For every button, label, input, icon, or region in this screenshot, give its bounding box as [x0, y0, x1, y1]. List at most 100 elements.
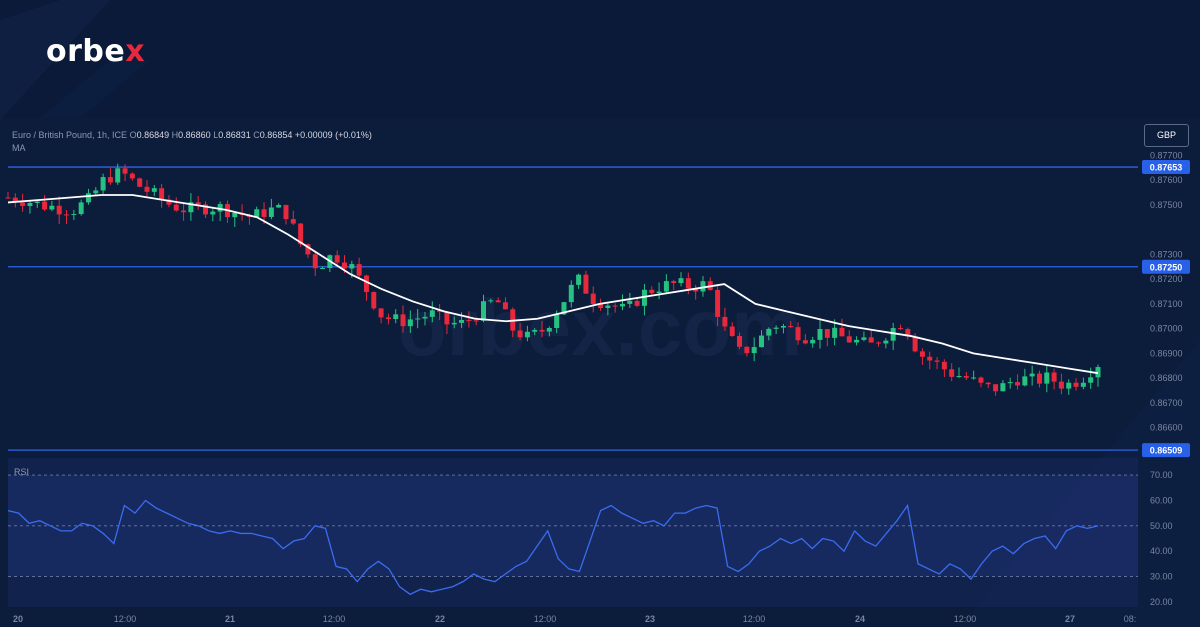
time-tick-label-6: 23: [645, 614, 655, 624]
candle-body: [1015, 382, 1021, 386]
candle-body: [1073, 382, 1079, 387]
candle-body: [363, 275, 369, 293]
candle-body: [978, 377, 984, 383]
ma-indicator-label[interactable]: MA: [12, 143, 26, 153]
candle-body: [897, 328, 903, 330]
candle-body: [320, 268, 326, 270]
candle-body: [122, 168, 128, 174]
level-badge-2: [1142, 443, 1190, 458]
candle-body: [598, 303, 604, 309]
candle-body: [590, 293, 596, 304]
candle-body: [934, 360, 940, 362]
candle-body: [619, 303, 625, 307]
candle-body: [612, 305, 618, 307]
time-tick-label-3: 12:00: [323, 614, 346, 624]
candle-body: [488, 300, 494, 302]
candle-body: [993, 384, 999, 392]
candle-body: [378, 308, 384, 318]
time-tick-label-0: 20: [13, 614, 23, 624]
logo-x-mark: x: [125, 34, 146, 69]
candle-body: [971, 377, 977, 379]
candle-body: [203, 204, 209, 215]
price-tick-label-1: 0.87600: [1150, 175, 1183, 185]
candle-body: [49, 205, 55, 210]
low-value: 0.86831: [218, 130, 251, 140]
candle-body: [1044, 372, 1050, 384]
rsi-tick-label-0: 70.00: [1150, 470, 1173, 480]
level-badge-label-1: 0.87250: [1150, 262, 1183, 272]
candle-body: [876, 342, 882, 344]
candle-body: [137, 178, 143, 187]
time-tick-label-2: 21: [225, 614, 235, 624]
candle-body: [188, 202, 194, 213]
level-badge-0: [1142, 160, 1190, 175]
candle-body: [524, 331, 530, 338]
price-tick-label-5: 0.87100: [1150, 299, 1183, 309]
candle-body: [956, 376, 962, 378]
price-tick-label-6: 0.87000: [1150, 324, 1183, 334]
candle-body: [437, 310, 443, 312]
candle-body: [129, 173, 135, 179]
candle-body: [254, 209, 260, 217]
candle-body: [495, 300, 501, 303]
instrument-label: Euro / British Pound, 1h, ICE: [12, 130, 128, 140]
candle-body: [217, 204, 223, 212]
candle-body: [415, 318, 421, 320]
candle-body: [1000, 383, 1006, 392]
candle-body: [890, 328, 896, 341]
candle-body: [400, 314, 406, 327]
candle-body: [173, 204, 179, 211]
candle-body: [166, 199, 172, 205]
candle-body: [919, 351, 925, 357]
level-badge-label-0: 0.87653: [1150, 163, 1183, 173]
candle-body: [1007, 382, 1013, 384]
candle-body: [715, 289, 721, 317]
candle-body: [817, 329, 823, 340]
candle-body: [766, 328, 772, 336]
candle-body: [905, 329, 911, 337]
candle-body: [912, 336, 918, 352]
candle-body: [634, 300, 640, 306]
time-tick-label-7: 12:00: [743, 614, 766, 624]
candle-body: [941, 361, 947, 370]
candle-body: [517, 330, 523, 338]
candle-body: [444, 311, 450, 325]
candle-body: [459, 319, 465, 323]
candle-body: [422, 316, 428, 319]
time-tick-label-11: 08:: [1124, 614, 1137, 624]
chart-legend: Euro / British Pound, 1h, ICE O0.86849 H…: [12, 130, 372, 140]
candle-body: [788, 325, 794, 328]
price-tick-label-4: 0.87200: [1150, 274, 1183, 284]
candle-body: [751, 347, 757, 354]
price-tick-label-0: 0.87700: [1150, 150, 1183, 160]
candle-body: [561, 302, 567, 315]
candle-body: [268, 207, 274, 217]
rsi-indicator-label[interactable]: RSI: [14, 467, 30, 477]
candle-body: [78, 202, 84, 215]
candle-body: [729, 326, 735, 337]
candle-body: [276, 204, 282, 208]
high-label: H: [171, 130, 179, 140]
candle-body: [802, 340, 808, 344]
candle-body: [115, 168, 121, 183]
candle-body: [810, 339, 816, 344]
price-tick-label-8: 0.86800: [1150, 373, 1183, 383]
change-value: +0.00009 (+0.01%): [294, 130, 372, 140]
rsi-line: [7, 499, 1099, 596]
candle-body: [393, 314, 399, 320]
candle-body: [663, 281, 669, 292]
candle-body: [1088, 377, 1094, 383]
candle-body: [722, 316, 728, 327]
time-tick-label-1: 12:00: [114, 614, 137, 624]
currency-selector[interactable]: GBP: [1144, 124, 1189, 147]
candle-body: [744, 346, 750, 354]
candle-body: [429, 310, 435, 317]
rsi-tick-label-4: 30.00: [1150, 572, 1173, 582]
candle-body: [195, 202, 201, 205]
candle-body: [854, 339, 860, 343]
candle-body: [371, 292, 377, 309]
candle-body: [832, 327, 838, 338]
price-tick-label-10: 0.86600: [1150, 423, 1183, 433]
watermark-text: orbex.com: [398, 283, 803, 372]
candle-body: [210, 211, 216, 215]
